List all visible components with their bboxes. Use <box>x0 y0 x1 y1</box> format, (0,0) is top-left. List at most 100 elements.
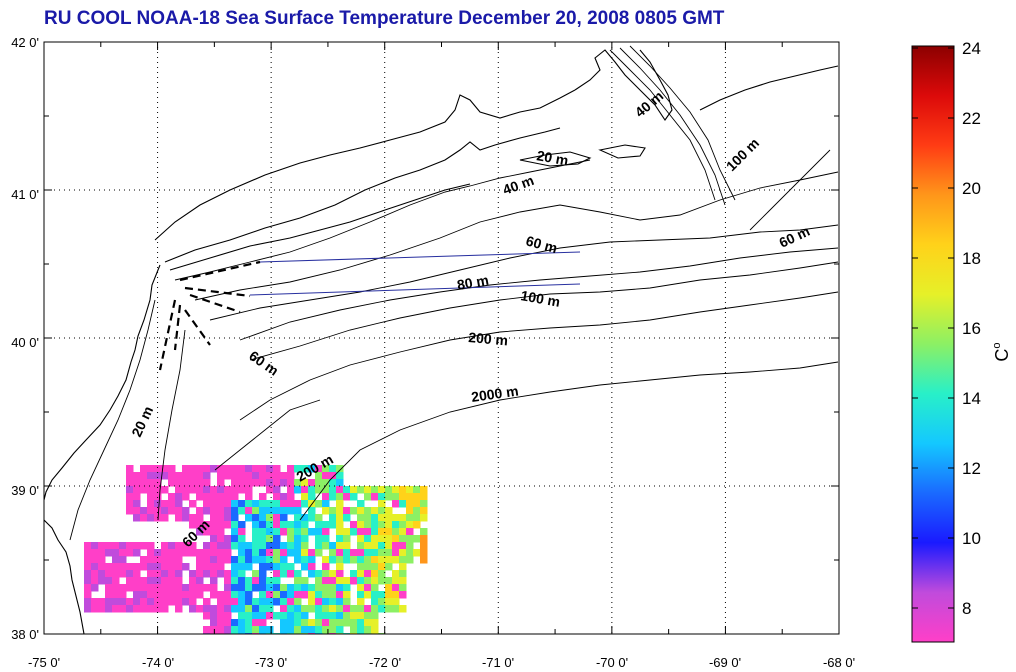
sst-pixel <box>105 605 113 613</box>
sst-pixel <box>336 493 344 501</box>
sst-pixel <box>203 563 211 571</box>
sst-pixel <box>252 542 260 550</box>
sst-pixel <box>301 563 309 571</box>
sst-pixel <box>329 472 337 480</box>
contour-label: 100 m <box>519 287 561 310</box>
sst-pixel <box>245 500 253 508</box>
sst-pixel <box>91 598 99 606</box>
sst-pixel <box>231 528 239 536</box>
sst-pixel <box>420 486 428 494</box>
sst-pixel <box>336 605 344 613</box>
sst-pixel <box>98 605 106 613</box>
contour-label: 20 m <box>128 404 156 440</box>
sst-pixel <box>252 556 260 564</box>
sst-pixel <box>378 549 386 557</box>
sst-pixel <box>147 577 155 585</box>
sst-pixel <box>161 556 169 564</box>
sst-pixel <box>406 542 414 550</box>
sst-pixel <box>266 563 274 571</box>
sst-pixel <box>210 493 218 501</box>
sst-pixel <box>217 521 225 529</box>
colorbar-tick-label: 24 <box>962 39 981 58</box>
sst-pixel <box>168 542 176 550</box>
sst-pixel <box>210 584 218 592</box>
sst-pixel <box>224 472 232 480</box>
sst-pixel <box>210 605 218 613</box>
sst-pixel <box>294 486 302 494</box>
sst-pixel <box>406 514 414 522</box>
coastline <box>44 49 839 634</box>
sst-pixel <box>336 549 344 557</box>
sst-pixel <box>322 577 330 585</box>
sst-pixel <box>245 605 253 613</box>
sst-pixel <box>301 612 309 620</box>
sst-pixel <box>322 598 330 606</box>
sst-pixel <box>343 528 351 536</box>
sst-pixel <box>245 577 253 585</box>
sst-pixel <box>378 563 386 571</box>
sst-pixel <box>252 521 260 529</box>
sst-pixel <box>280 500 288 508</box>
sst-pixel <box>406 535 414 543</box>
sst-pixel <box>266 472 274 480</box>
sst-pixel <box>238 479 246 487</box>
sst-pixel <box>161 598 169 606</box>
sst-pixel <box>161 465 169 473</box>
sst-pixel <box>371 521 379 529</box>
sst-pixel <box>217 612 225 620</box>
sst-pixel <box>364 612 372 620</box>
sst-pixel <box>315 619 323 627</box>
sst-pixel <box>189 521 197 529</box>
sst-data-layer <box>84 465 428 634</box>
sst-pixel <box>301 549 309 557</box>
sst-pixel <box>245 626 253 634</box>
sst-pixel <box>287 493 295 501</box>
sst-pixel <box>280 542 288 550</box>
sst-pixel <box>217 514 225 522</box>
sst-pixel <box>287 619 295 627</box>
sst-pixel <box>161 570 169 578</box>
sst-pixel <box>266 549 274 557</box>
lon-tick-label: -74 0' <box>142 655 174 670</box>
sst-pixel <box>301 626 309 634</box>
sst-pixel <box>217 528 225 536</box>
sst-pixel <box>399 486 407 494</box>
sst-pixel <box>231 465 239 473</box>
sst-pixel <box>266 605 274 613</box>
colorbar-tick-label: 14 <box>962 389 981 408</box>
sst-pixel <box>112 556 120 564</box>
sst-pixel <box>350 521 358 529</box>
sst-pixel <box>364 514 372 522</box>
sst-pixel <box>301 514 309 522</box>
sst-pixel <box>350 493 358 501</box>
sst-pixel <box>378 493 386 501</box>
sst-pixel <box>224 619 232 627</box>
sst-pixel <box>231 472 239 480</box>
sst-pixel <box>175 584 183 592</box>
sst-pixel <box>399 584 407 592</box>
sst-pixel <box>140 542 148 550</box>
sst-pixel <box>182 493 190 501</box>
sst-pixel <box>189 598 197 606</box>
sst-pixel <box>294 507 302 515</box>
sst-pixel <box>245 549 253 557</box>
sst-pixel <box>105 542 113 550</box>
sst-pixel <box>140 479 148 487</box>
sst-pixel <box>273 577 281 585</box>
sst-pixel <box>385 605 393 613</box>
sst-pixel <box>273 612 281 620</box>
lon-tick-label: -75 0' <box>28 655 60 670</box>
sst-pixel <box>84 542 92 550</box>
sst-pixel <box>266 521 274 529</box>
sst-pixel <box>98 556 106 564</box>
sst-pixel <box>189 605 197 613</box>
sst-pixel <box>203 465 211 473</box>
sst-pixel <box>308 493 316 501</box>
sst-pixel <box>126 493 134 501</box>
sst-pixel <box>203 500 211 508</box>
sst-pixel <box>224 598 232 606</box>
sst-pixel <box>119 598 127 606</box>
sst-pixel <box>84 591 92 599</box>
sst-pixel <box>210 556 218 564</box>
sst-pixel <box>217 556 225 564</box>
